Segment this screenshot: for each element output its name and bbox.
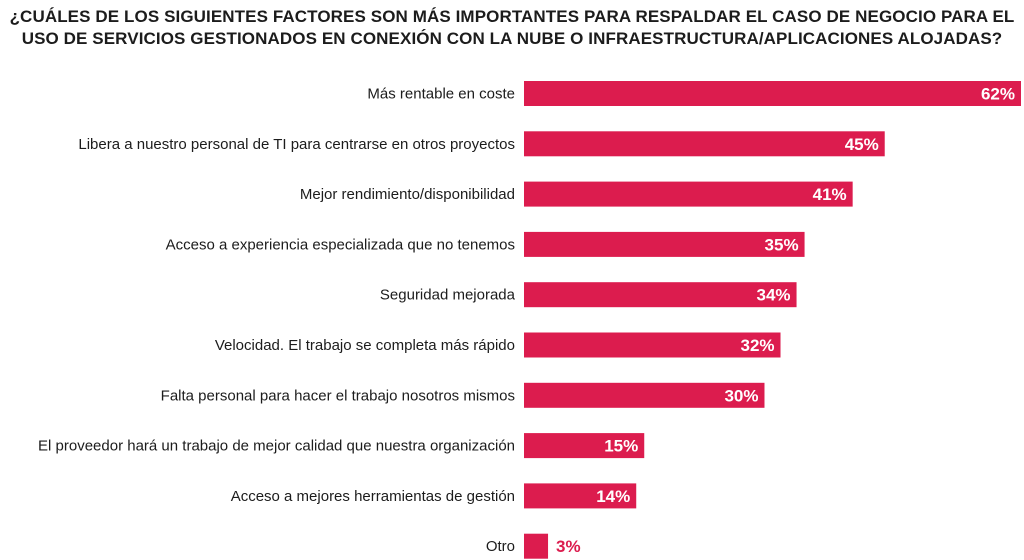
value-label: 30% (724, 386, 758, 405)
category-label: Seguridad mejorada (380, 287, 516, 304)
value-label: 3% (556, 537, 581, 556)
value-label: 32% (740, 336, 774, 355)
category-label: Acceso a experiencia especializada que n… (166, 236, 515, 253)
value-label: 34% (757, 286, 791, 305)
category-label: Velocidad. El trabajo se completa más rá… (215, 337, 515, 354)
bar (524, 81, 1021, 106)
bar (524, 433, 645, 459)
value-label: 45% (845, 135, 879, 154)
category-label: Otro (486, 538, 515, 555)
category-label: El proveedor hará un trabajo de mejor ca… (38, 438, 515, 455)
bar (524, 181, 853, 207)
bar (524, 131, 885, 157)
bar (524, 483, 637, 509)
value-label: 41% (813, 185, 847, 204)
category-label: Acceso a mejores herramientas de gestión (231, 488, 515, 505)
bars-group: Más rentable en coste 62% Libera a nuestro… (38, 81, 1021, 559)
value-label: 35% (765, 235, 799, 254)
category-label: Más rentable en coste (367, 86, 515, 103)
chart-title: ¿CUÁLES DE LOS SIGUIENTES FACTORES SON M… (9, 7, 1015, 48)
category-label: Mejor rendimiento/disponibilidad (300, 186, 515, 203)
bar (524, 231, 805, 257)
bar (524, 533, 549, 559)
category-label: Libera a nuestro personal de TI para cen… (78, 136, 515, 153)
bar (524, 332, 781, 358)
bar (524, 382, 765, 408)
value-label: 14% (596, 487, 630, 506)
value-label: 15% (604, 437, 638, 456)
category-label: Falta personal para hacer el trabajo nos… (161, 387, 515, 404)
value-label: 62% (981, 85, 1015, 104)
bar (524, 282, 797, 308)
